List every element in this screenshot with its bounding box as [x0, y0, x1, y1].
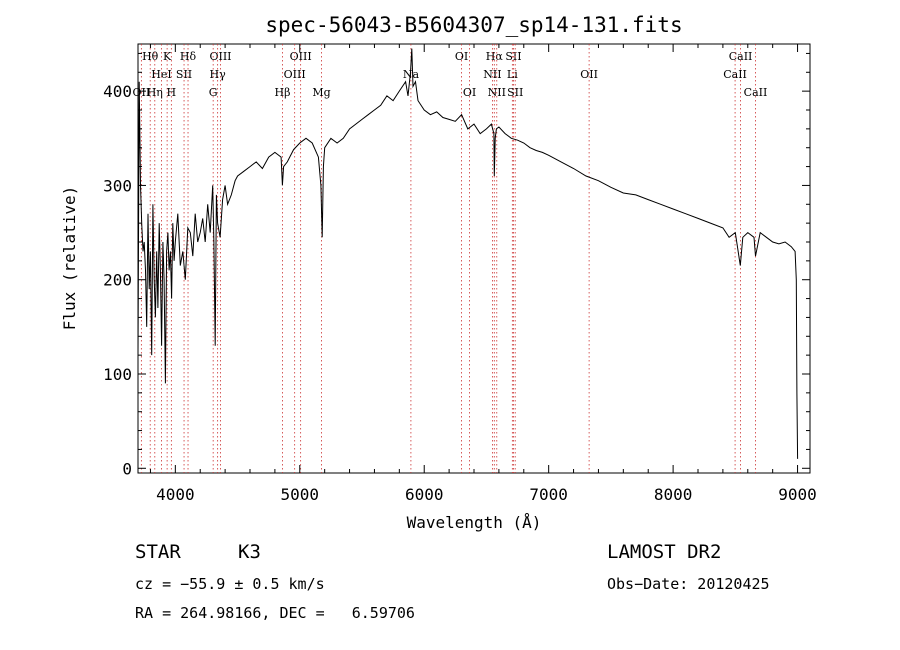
- x-tick-label-4: 8000: [654, 485, 693, 504]
- y-tick-label-1: 100: [103, 365, 132, 384]
- line-marker-label-12: OIII: [284, 68, 306, 81]
- line-marker-label-16: OII: [580, 68, 598, 81]
- line-marker-label-25: NII: [488, 86, 506, 99]
- spectral-subclass: K3: [238, 541, 261, 563]
- line-marker-label-2: Hδ: [180, 50, 197, 63]
- observation-date: Obs−Date: 20120425: [607, 575, 770, 593]
- line-marker-label-13: Na: [403, 68, 420, 81]
- line-marker-label-18: OII: [133, 86, 151, 99]
- line-marker-label-3: OIII: [209, 50, 231, 63]
- y-tick-label-4: 400: [103, 82, 132, 101]
- x-tick-label-3: 7000: [529, 485, 568, 504]
- object-class: STAR: [135, 541, 181, 563]
- line-marker-label-20: H: [167, 86, 177, 99]
- chart-title: spec-56043-B5604307_sp14-131.fits: [265, 13, 682, 37]
- line-marker-label-24: OI: [463, 86, 476, 99]
- y-tick-label-2: 200: [103, 271, 132, 290]
- line-marker-label-23: Mg: [312, 86, 330, 99]
- plot-frame: [137, 43, 811, 474]
- line-marker-label-7: SII: [505, 50, 521, 63]
- line-marker-label-19: Hη: [147, 86, 163, 99]
- line-marker-label-14: NII: [483, 68, 501, 81]
- line-marker-label-0: Hθ: [142, 50, 159, 63]
- spectrum-series-line: [137, 48, 799, 459]
- y-axis-label: Flux (relative): [60, 186, 79, 331]
- y-tick-label-0: 0: [122, 459, 132, 478]
- line-marker-label-11: Hγ: [210, 68, 227, 81]
- x-tick-label-5: 9000: [778, 485, 817, 504]
- survey-name: LAMOST DR2: [607, 541, 722, 563]
- line-marker-label-26: SII: [507, 86, 523, 99]
- x-axis-label: Wavelength (Å): [407, 513, 542, 532]
- line-marker-label-15: Li: [507, 68, 518, 81]
- line-marker-label-1: K: [163, 50, 172, 63]
- x-tick-label-1: 5000: [281, 485, 320, 504]
- y-tick-label-3: 300: [103, 176, 132, 195]
- line-marker-label-4: OIII: [290, 50, 312, 63]
- line-marker-label-9: HeI: [151, 68, 171, 81]
- line-marker-label-10: SII: [176, 68, 192, 81]
- line-marker-label-6: Hα: [486, 50, 504, 63]
- redshift-velocity: cz = −55.9 ± 0.5 km/s: [135, 575, 325, 593]
- line-marker-label-21: G: [209, 86, 218, 99]
- sky-coordinates: RA = 264.98166, DEC = 6.59706: [135, 604, 415, 622]
- line-marker-label-17: CaII: [723, 68, 747, 81]
- axis-ticks: 4000 5000 6000 7000 8000 9000 0 100 200 300 400: [103, 44, 817, 504]
- line-marker-label-27: CaII: [744, 86, 768, 99]
- x-tick-label-0: 4000: [156, 485, 195, 504]
- line-marker-label-22: Hβ: [275, 86, 291, 99]
- x-tick-label-2: 6000: [405, 485, 444, 504]
- line-marker-label-8: CaII: [729, 50, 753, 63]
- line-marker-label-5: OI: [455, 50, 468, 63]
